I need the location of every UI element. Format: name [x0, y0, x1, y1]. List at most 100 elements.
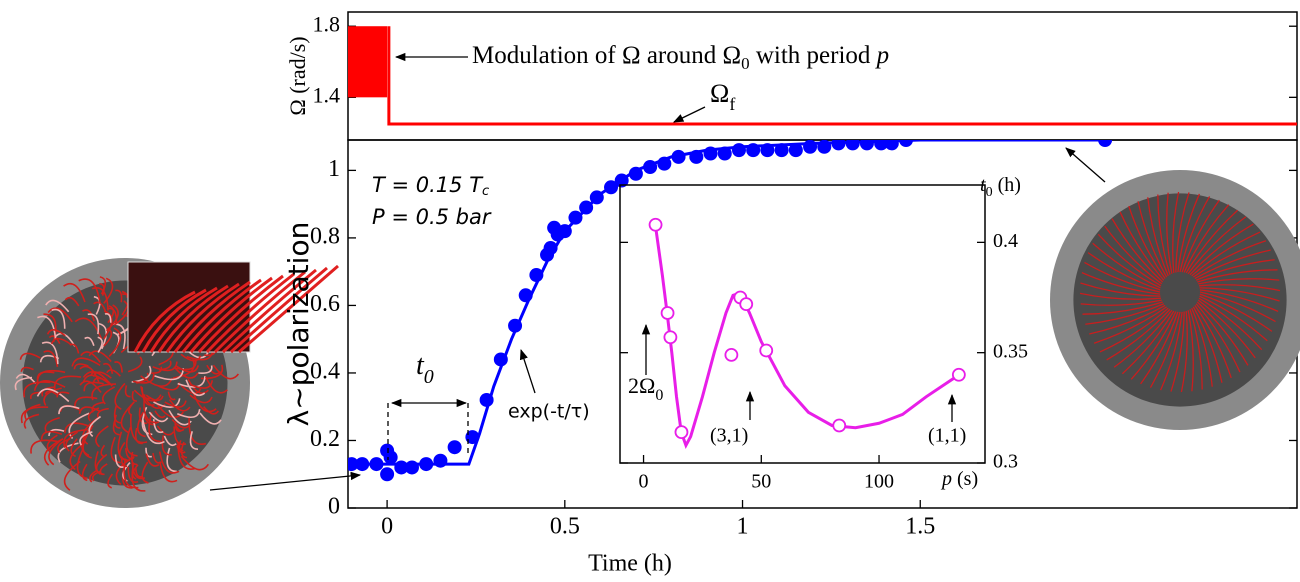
- annotation-part: 2Ω: [628, 373, 655, 398]
- vortex: [95, 425, 109, 448]
- vortex: [108, 327, 122, 358]
- point: [369, 457, 384, 472]
- point: [831, 140, 846, 151]
- annotation: (1,1): [928, 425, 966, 447]
- vortex: [112, 418, 120, 436]
- vortex: [1128, 205, 1166, 279]
- point: [433, 453, 448, 468]
- vortex: [83, 381, 104, 392]
- point: [604, 180, 619, 195]
- vortex: [1140, 311, 1179, 385]
- vortex: [20, 366, 34, 372]
- vortex: [198, 365, 213, 374]
- y-tick-label: 0.4: [993, 230, 1018, 252]
- vortex: [96, 407, 109, 419]
- vortex: [89, 469, 98, 483]
- annotation: (3,1): [710, 425, 748, 447]
- vortex: [114, 414, 121, 429]
- vortex: [189, 380, 214, 389]
- plot-content: [348, 26, 1297, 126]
- line: [387, 26, 1297, 126]
- vortex: [158, 360, 172, 371]
- vortex: [45, 299, 70, 313]
- vortex: [30, 439, 58, 454]
- vortex: [1149, 311, 1181, 388]
- vortex: [1199, 289, 1279, 312]
- vortex: [74, 317, 103, 340]
- vortex: [73, 363, 89, 370]
- vortex: [133, 290, 196, 353]
- vortex: [138, 407, 148, 425]
- vortex: [131, 463, 146, 492]
- vortex: [48, 428, 65, 437]
- annotation: T = 0.15 Tc: [372, 173, 489, 199]
- vortex: [113, 405, 122, 424]
- vortex: [197, 274, 284, 354]
- vortex: [156, 425, 175, 436]
- point: [674, 425, 689, 440]
- point: [589, 190, 604, 205]
- point: [447, 440, 462, 455]
- y-tick-label: 0.35: [993, 340, 1028, 362]
- vortex: [1082, 301, 1163, 315]
- vortex: [1193, 240, 1267, 278]
- vortex: [44, 438, 64, 466]
- point: [884, 140, 899, 151]
- vortex: [63, 460, 81, 491]
- vortex: [1111, 218, 1164, 283]
- vortex: [46, 434, 58, 452]
- point: [557, 224, 572, 239]
- vortex: [1187, 216, 1247, 275]
- vortex: [107, 307, 118, 324]
- vortex: [88, 415, 102, 437]
- vortex: [1137, 201, 1168, 278]
- x-axis-label-part: (s): [952, 468, 978, 490]
- vortex: [65, 431, 79, 452]
- vortex: [152, 453, 162, 464]
- photo-inner: [1073, 193, 1287, 407]
- point: [703, 146, 718, 161]
- vortex: [1195, 303, 1241, 373]
- vortex: [1198, 284, 1281, 292]
- vortex: [1180, 310, 1188, 393]
- vortex: [1199, 291, 1276, 323]
- annotation: exp(-t/τ): [508, 401, 590, 423]
- annotation: t0: [416, 350, 434, 387]
- panel: 1.4 1.8: [313, 11, 1298, 141]
- vortex: [110, 436, 121, 464]
- y-tick-label: 1: [328, 156, 340, 182]
- vortex: [1189, 309, 1203, 390]
- vortex: [1198, 297, 1263, 351]
- point: [543, 241, 558, 256]
- point: [380, 467, 395, 482]
- vortex: [167, 391, 176, 401]
- point: [355, 457, 370, 472]
- vortex: [87, 313, 100, 335]
- point: [832, 418, 847, 433]
- fit-line: [653, 224, 960, 450]
- vortex: [151, 366, 163, 374]
- point: [648, 217, 663, 232]
- vortex: [159, 461, 178, 483]
- vortex: [1170, 311, 1185, 392]
- point: [874, 140, 889, 151]
- vortex: [189, 276, 273, 353]
- vortex: [81, 463, 88, 482]
- x-tick-label: 0: [639, 471, 649, 493]
- x-tick-label: 1.5: [905, 514, 935, 540]
- vortex: [189, 394, 213, 404]
- vortex: [127, 356, 143, 373]
- vortex: [1199, 295, 1268, 342]
- point: [845, 140, 860, 151]
- point: [579, 200, 594, 215]
- vortex: [79, 380, 102, 393]
- y-tick-label: 0: [328, 494, 340, 520]
- point: [739, 297, 754, 312]
- vortex: [1085, 303, 1165, 325]
- vortex: [1194, 305, 1232, 379]
- vortex: [79, 431, 93, 446]
- vortex: [71, 357, 101, 367]
- point: [529, 268, 544, 283]
- vortex: [133, 389, 162, 402]
- vortex: [148, 411, 169, 423]
